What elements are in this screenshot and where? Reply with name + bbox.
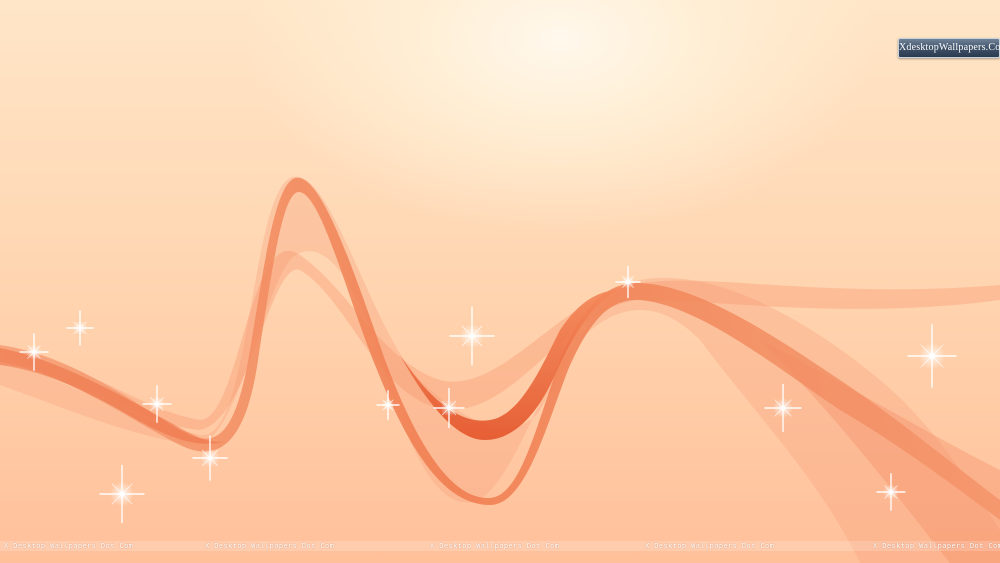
- sparkle-star-icon: [19, 333, 49, 371]
- sparkle-star-icon: [449, 306, 495, 366]
- watermark-strip: [0, 541, 1000, 551]
- sparkle-star-icon: [66, 310, 94, 346]
- site-logo-badge[interactable]: XdesktopWallpapers.Com: [898, 38, 1000, 58]
- sparkle-star-icon: [192, 435, 228, 481]
- wave-streak-left: [0, 348, 230, 444]
- sparkle-star-icon: [376, 390, 400, 420]
- watermark-text: X Desktop Wallpapers Dot Com: [645, 542, 775, 550]
- sparkles: [19, 265, 957, 524]
- watermark-text: X Desktop Wallpapers Dot Com: [4, 542, 134, 550]
- watermark-text: X Desktop Wallpapers Dot Com: [873, 542, 1000, 550]
- sparkle-star-icon: [615, 265, 641, 299]
- sparkle-star-icon: [876, 473, 906, 511]
- wave-streak-right: [760, 340, 1000, 563]
- sparkle-star-icon: [99, 464, 145, 524]
- sparkle-star-icon: [433, 387, 465, 429]
- wave-fold-deep: [400, 290, 620, 440]
- sparkle-star-icon: [764, 383, 802, 433]
- wave-band-upper: [0, 250, 1000, 430]
- sparkle-star-icon: [142, 385, 172, 423]
- watermark-text: X Desktop Wallpapers Dot Com: [205, 542, 335, 550]
- watermark-text: X Desktop Wallpapers Dot Com: [430, 542, 560, 550]
- sparkle-star-icon: [907, 324, 957, 388]
